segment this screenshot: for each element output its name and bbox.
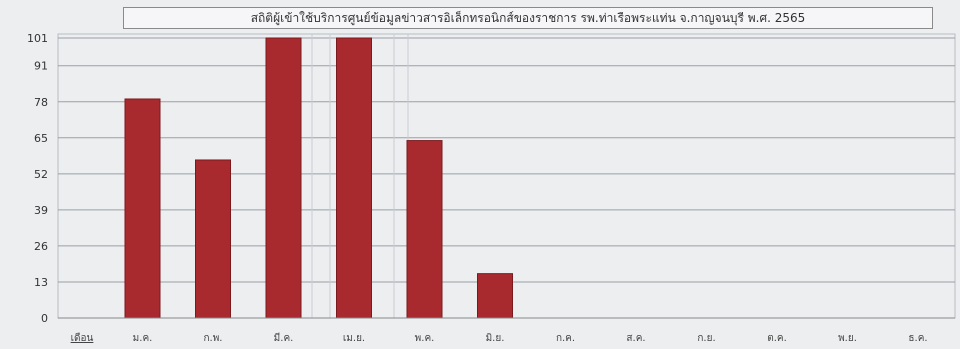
y-tick-label: 65 bbox=[34, 132, 48, 145]
y-tick-label: 13 bbox=[34, 276, 48, 289]
y-tick-label: 0 bbox=[41, 312, 48, 325]
y-tick-label: 26 bbox=[34, 240, 48, 253]
x-tick-label: มิ.ย. bbox=[486, 333, 505, 344]
axis-layer: 0 13 26 39 52 65 78 91 101 เดือน ม.ค. ก.พ. มี.ค. เม.ย… bbox=[27, 32, 955, 344]
bar-layer bbox=[124, 37, 513, 319]
x-tick-label: ก.พ. bbox=[203, 333, 222, 344]
x-tick-label: ม.ค. bbox=[133, 333, 153, 344]
x-tick-label: ก.ย. bbox=[697, 333, 715, 344]
x-tick-label: ต.ค. bbox=[767, 333, 787, 344]
bar bbox=[336, 37, 372, 319]
x-tick-label: ก.ค. bbox=[556, 333, 575, 344]
x-tick-label: พ.ค. bbox=[415, 333, 435, 344]
y-tick-label: 101 bbox=[27, 32, 48, 45]
x-axis-header: เดือน bbox=[71, 332, 94, 344]
y-tick-label: 78 bbox=[34, 96, 48, 109]
bar bbox=[124, 98, 161, 319]
bar bbox=[406, 140, 443, 319]
y-tick-label: 52 bbox=[34, 168, 48, 181]
x-tick-label: พ.ย. bbox=[838, 333, 857, 344]
x-tick-label: ธ.ค. bbox=[908, 333, 927, 344]
y-tick-label: 91 bbox=[34, 60, 48, 73]
bar bbox=[477, 273, 513, 319]
bar bbox=[195, 159, 231, 319]
x-tick-label: เม.ย. bbox=[343, 333, 365, 344]
chart-title: สถิติผู้เข้าใช้บริการศูนย์ข้อมูลข่าวสารอ… bbox=[123, 7, 933, 29]
y-tick-label: 39 bbox=[34, 204, 48, 217]
bar bbox=[265, 37, 302, 319]
x-tick-label: มี.ค. bbox=[274, 332, 294, 344]
x-tick-label: ส.ค. bbox=[626, 333, 645, 344]
